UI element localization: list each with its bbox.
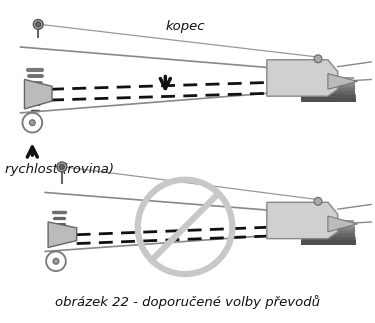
Polygon shape bbox=[48, 222, 76, 247]
Circle shape bbox=[53, 258, 59, 264]
Polygon shape bbox=[267, 60, 338, 96]
Circle shape bbox=[57, 162, 67, 172]
Polygon shape bbox=[328, 74, 357, 89]
Circle shape bbox=[29, 120, 35, 126]
Circle shape bbox=[314, 55, 322, 63]
Circle shape bbox=[36, 22, 41, 27]
Polygon shape bbox=[24, 79, 52, 109]
Polygon shape bbox=[328, 216, 357, 232]
Text: obrázek 22 - doporučené volby převodů: obrázek 22 - doporučené volby převodů bbox=[54, 295, 320, 308]
Circle shape bbox=[33, 19, 43, 29]
Circle shape bbox=[314, 197, 322, 205]
Polygon shape bbox=[267, 202, 338, 239]
Circle shape bbox=[59, 164, 64, 169]
Text: kopec: kopec bbox=[165, 20, 205, 34]
Text: rychlost (rovina): rychlost (rovina) bbox=[5, 163, 114, 176]
